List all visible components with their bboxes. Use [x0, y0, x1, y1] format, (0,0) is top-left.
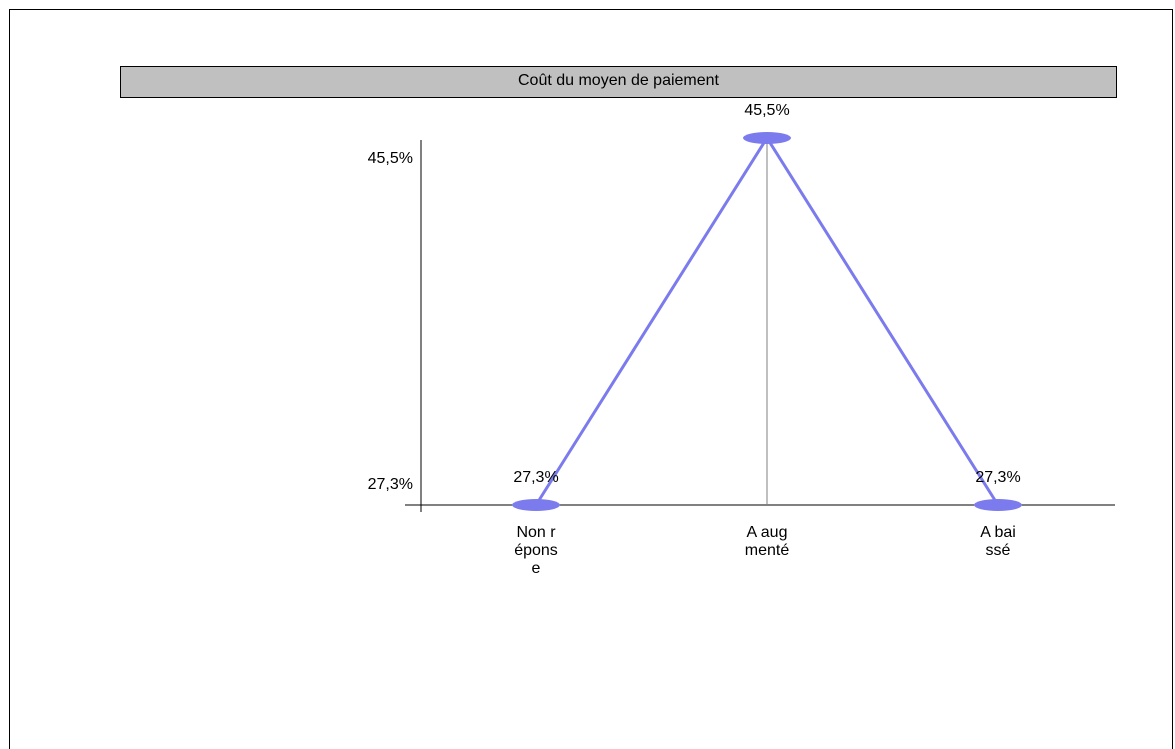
data-point-marker — [974, 499, 1022, 511]
data-point-marker — [743, 132, 791, 144]
x-tick-label: A bai — [980, 524, 1016, 541]
x-tick-label: ssé — [986, 542, 1011, 559]
x-tick-label: e — [532, 560, 541, 577]
chart-frame — [9, 9, 1173, 749]
x-tick-label: A aug — [747, 524, 788, 541]
data-label: 27,3% — [975, 469, 1020, 486]
x-tick-label: menté — [745, 542, 790, 559]
data-label: 27,3% — [513, 469, 558, 486]
data-point-marker — [512, 499, 560, 511]
chart-title: Coût du moyen de paiement — [120, 66, 1117, 98]
x-tick-label: Non r — [516, 524, 556, 541]
y-tick-label: 45,5% — [368, 150, 413, 167]
x-tick-label: épons — [514, 542, 558, 559]
y-tick-label: 27,3% — [368, 476, 413, 493]
data-label: 45,5% — [744, 102, 789, 119]
